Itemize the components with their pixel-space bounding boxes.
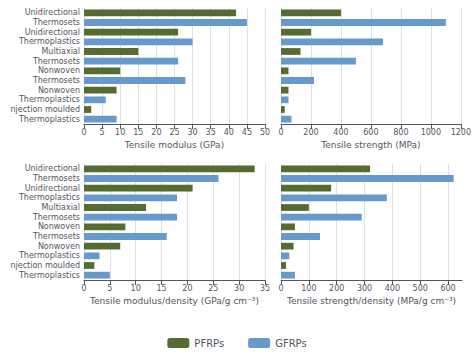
svg-text:njection moulded: njection moulded [10, 261, 80, 270]
svg-text:0: 0 [81, 128, 86, 137]
svg-text:Unidirectional: Unidirectional [25, 28, 80, 37]
svg-text:Tensile modulus/density (GPa/g: Tensile modulus/density (GPa/g cm⁻³) [89, 296, 259, 306]
svg-text:Thermosets: Thermosets [32, 232, 80, 241]
svg-text:20: 20 [182, 284, 192, 293]
svg-text:100: 100 [301, 284, 316, 293]
svg-text:800: 800 [393, 128, 408, 137]
svg-text:0: 0 [278, 284, 283, 293]
svg-text:Thermoplastics: Thermoplastics [18, 95, 80, 104]
svg-text:500: 500 [413, 284, 428, 293]
svg-text:Nonwoven: Nonwoven [38, 222, 80, 231]
svg-text:Tensile strength/density (MPa/: Tensile strength/density (MPa/g cm⁻³) [286, 296, 456, 306]
svg-text:Thermosets: Thermosets [32, 174, 80, 183]
svg-text:1000: 1000 [421, 128, 441, 137]
svg-text:1200: 1200 [451, 128, 471, 137]
svg-text:njection moulded: njection moulded [10, 105, 80, 114]
svg-text:40: 40 [224, 128, 234, 137]
svg-text:GFRPs: GFRPs [275, 338, 307, 349]
svg-text:25: 25 [208, 284, 218, 293]
svg-text:200: 200 [329, 284, 344, 293]
svg-text:400: 400 [333, 128, 348, 137]
svg-text:5: 5 [100, 128, 105, 137]
svg-text:Unidirectional: Unidirectional [25, 8, 80, 17]
svg-text:Nonwoven: Nonwoven [38, 86, 80, 95]
svg-text:Thermosets: Thermosets [32, 57, 80, 66]
svg-text:Thermoplastics: Thermoplastics [18, 115, 80, 124]
svg-text:20: 20 [151, 128, 161, 137]
svg-text:35: 35 [260, 284, 270, 293]
svg-text:Unidirectional: Unidirectional [25, 184, 80, 193]
svg-text:50: 50 [260, 128, 270, 137]
svg-text:Unidirectional: Unidirectional [25, 164, 80, 173]
svg-text:10: 10 [115, 128, 125, 137]
svg-text:10: 10 [131, 284, 141, 293]
svg-text:30: 30 [188, 128, 198, 137]
svg-text:Thermosets: Thermosets [32, 76, 80, 85]
svg-text:PFRPs: PFRPs [194, 338, 224, 349]
svg-text:Thermosets: Thermosets [32, 213, 80, 222]
svg-text:25: 25 [169, 128, 179, 137]
svg-text:0: 0 [278, 128, 283, 137]
svg-text:600: 600 [363, 128, 378, 137]
svg-text:Thermoplastics: Thermoplastics [18, 251, 80, 260]
svg-text:Thermoplastics: Thermoplastics [18, 271, 80, 280]
svg-text:30: 30 [234, 284, 244, 293]
svg-text:5: 5 [107, 284, 112, 293]
svg-text:400: 400 [385, 284, 400, 293]
svg-text:Thermosets: Thermosets [32, 18, 80, 27]
svg-text:35: 35 [206, 128, 216, 137]
svg-text:Thermoplastics: Thermoplastics [18, 37, 80, 46]
svg-text:200: 200 [303, 128, 318, 137]
svg-text:45: 45 [242, 128, 252, 137]
svg-text:Thermoplastics: Thermoplastics [18, 193, 80, 202]
svg-text:Tensile strength (MPa): Tensile strength (MPa) [320, 140, 420, 150]
svg-text:Multiaxial: Multiaxial [41, 47, 80, 56]
svg-text:15: 15 [133, 128, 143, 137]
svg-text:600: 600 [440, 284, 455, 293]
svg-text:0: 0 [81, 284, 86, 293]
svg-text:15: 15 [156, 284, 166, 293]
svg-text:Nonwoven: Nonwoven [38, 242, 80, 251]
svg-text:300: 300 [357, 284, 372, 293]
svg-text:Multiaxial: Multiaxial [41, 203, 80, 212]
svg-text:Tensile modulus (GPa): Tensile modulus (GPa) [124, 140, 224, 150]
svg-text:Nonwoven: Nonwoven [38, 66, 80, 75]
